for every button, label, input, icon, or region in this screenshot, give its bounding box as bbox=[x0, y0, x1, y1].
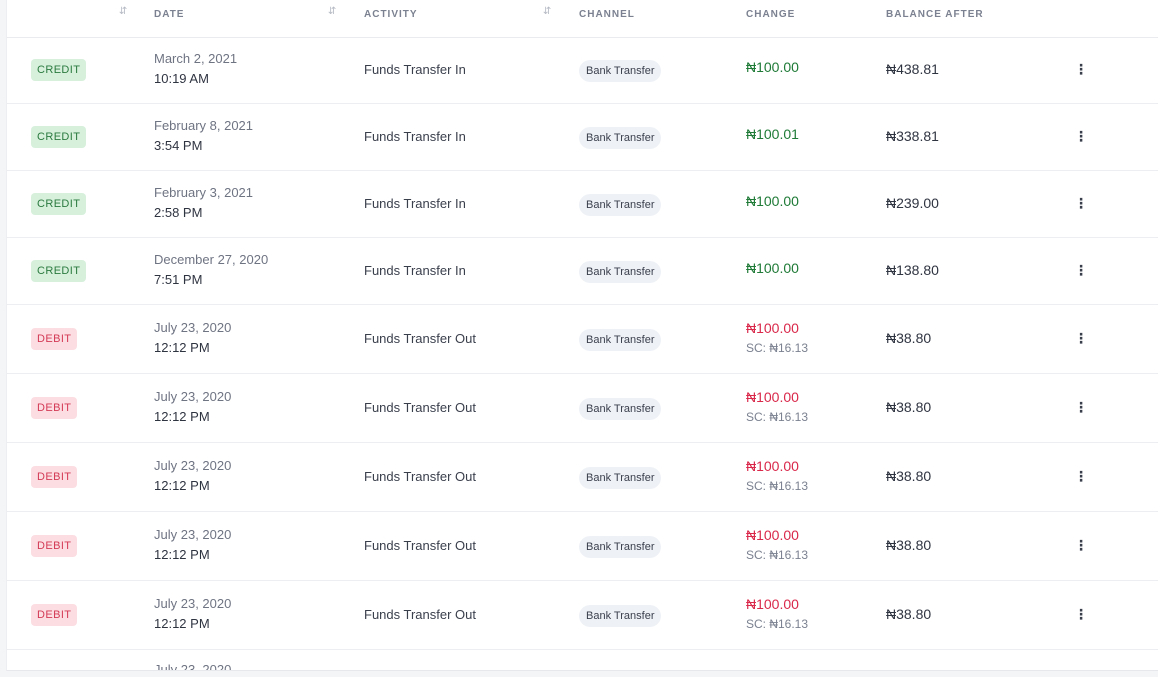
more-vertical-icon[interactable]: ⋮ bbox=[1074, 195, 1088, 211]
transaction-time: 12:12 PM bbox=[154, 340, 210, 355]
activity-label: Funds Transfer In bbox=[364, 196, 466, 211]
change-amount: ₦100.00 bbox=[746, 193, 799, 209]
transaction-time: 12:12 PM bbox=[154, 547, 210, 562]
activity-label: Funds Transfer Out bbox=[364, 538, 476, 553]
table-row[interactable]: DEBIT July 23, 2020 12:12 PM Funds Transfer… bbox=[7, 374, 1158, 443]
transaction-time: 3:54 PM bbox=[154, 138, 203, 153]
channel-chip: Bank Transfer bbox=[579, 536, 662, 558]
table-row[interactable]: CREDIT December 27, 2020 7:51 PM Funds Tran… bbox=[7, 238, 1158, 305]
activity-label: Funds Transfer Out bbox=[364, 469, 476, 484]
service-charge: SC: ₦16.13 bbox=[746, 479, 809, 493]
balance-after: ₦438.81 bbox=[886, 61, 939, 77]
service-charge: SC: ₦16.13 bbox=[746, 617, 809, 631]
header-balance-after[interactable]: BALANCE AFTER bbox=[886, 9, 984, 20]
type-badge: DEBIT bbox=[31, 328, 78, 350]
table-row[interactable]: DEBIT July 23, 2020 12:12 PM Funds Transfer… bbox=[7, 305, 1158, 374]
more-vertical-icon[interactable]: ⋮ bbox=[1074, 468, 1088, 484]
balance-after: ₦38.80 bbox=[886, 537, 932, 553]
change-amount: ₦100.00 bbox=[746, 458, 799, 474]
transaction-date: July 23, 2020 bbox=[154, 527, 232, 542]
sort-icon[interactable]: ⇵ bbox=[543, 6, 552, 17]
header-channel[interactable]: CHANNEL bbox=[579, 9, 635, 20]
type-badge: DEBIT bbox=[31, 535, 78, 557]
activity-label: Funds Transfer Out bbox=[364, 400, 476, 415]
balance-after: ₦38.80 bbox=[886, 468, 932, 484]
transaction-date: July 23, 2020 bbox=[154, 458, 232, 473]
more-vertical-icon[interactable]: ⋮ bbox=[1074, 61, 1088, 77]
channel-chip: Bank Transfer bbox=[579, 261, 662, 283]
header-date[interactable]: DATE bbox=[154, 9, 185, 20]
channel-chip: Bank Transfer bbox=[579, 605, 662, 627]
table-row[interactable]: CREDIT February 8, 2021 3:54 PM Funds Trans… bbox=[7, 104, 1158, 171]
activity-label: Funds Transfer In bbox=[364, 62, 466, 77]
transaction-date: July 23, 2020 bbox=[154, 320, 232, 335]
balance-after: ₦38.80 bbox=[886, 399, 932, 415]
type-badge: DEBIT bbox=[31, 466, 78, 488]
change-amount: ₦100.00 bbox=[746, 527, 799, 543]
type-badge: CREDIT bbox=[31, 193, 87, 215]
transaction-date: July 23, 2020 bbox=[154, 389, 232, 404]
transactions-table: ⇵ DATE ⇵ ACTIVITY ⇵ CHANNEL CHANGE BALAN… bbox=[6, 0, 1158, 671]
transaction-date: February 3, 2021 bbox=[154, 185, 254, 200]
more-vertical-icon[interactable]: ⋮ bbox=[1074, 399, 1088, 415]
type-badge: DEBIT bbox=[31, 397, 78, 419]
channel-chip: Bank Transfer bbox=[579, 398, 662, 420]
balance-after: ₦38.80 bbox=[886, 606, 932, 622]
transaction-time: 12:12 PM bbox=[154, 409, 210, 424]
change-amount: ₦100.00 bbox=[746, 59, 799, 75]
transaction-time: 12:12 PM bbox=[154, 616, 210, 631]
transaction-time: 2:58 PM bbox=[154, 205, 203, 220]
table-row[interactable]: CREDIT February 3, 2021 2:58 PM Funds Trans… bbox=[7, 171, 1158, 238]
channel-chip: Bank Transfer bbox=[579, 194, 662, 216]
change-amount: ₦100.00 bbox=[746, 389, 799, 405]
channel-chip: Bank Transfer bbox=[579, 127, 662, 149]
type-badge: CREDIT bbox=[31, 260, 87, 282]
change-amount: ₦100.01 bbox=[746, 126, 799, 142]
more-vertical-icon[interactable]: ⋮ bbox=[1074, 537, 1088, 553]
service-charge: SC: ₦16.13 bbox=[746, 410, 809, 424]
channel-chip: Bank Transfer bbox=[579, 60, 662, 82]
balance-after: ₦38.80 bbox=[886, 330, 932, 346]
transaction-date: December 27, 2020 bbox=[154, 252, 269, 267]
channel-chip: Bank Transfer bbox=[579, 329, 662, 351]
table-header: ⇵ DATE ⇵ ACTIVITY ⇵ CHANNEL CHANGE BALAN… bbox=[7, 0, 1158, 38]
activity-label: Funds Transfer Out bbox=[364, 607, 476, 622]
type-badge: CREDIT bbox=[31, 126, 87, 148]
activity-label: Funds Transfer Out bbox=[364, 331, 476, 346]
type-badge: CREDIT bbox=[31, 59, 87, 81]
transaction-time: 7:51 PM bbox=[154, 272, 203, 287]
service-charge: SC: ₦16.13 bbox=[746, 341, 809, 355]
more-vertical-icon[interactable]: ⋮ bbox=[1074, 128, 1088, 144]
transaction-date: February 8, 2021 bbox=[154, 118, 254, 133]
activity-label: Funds Transfer In bbox=[364, 129, 466, 144]
table-row[interactable]: CREDIT March 2, 2021 10:19 AM Funds Transfe… bbox=[7, 37, 1158, 104]
header-activity[interactable]: ACTIVITY bbox=[364, 9, 418, 20]
change-amount: ₦100.00 bbox=[746, 320, 799, 336]
activity-label: Funds Transfer In bbox=[364, 263, 466, 278]
transaction-date: July 23, 2020 bbox=[154, 596, 232, 611]
header-change[interactable]: CHANGE bbox=[746, 9, 796, 20]
type-badge: DEBIT bbox=[31, 604, 78, 626]
table-row[interactable]: DEBIT July 23, 2020 12:12 PM Funds Transfer… bbox=[7, 581, 1158, 650]
balance-after: ₦138.80 bbox=[886, 262, 939, 278]
transaction-date: March 2, 2021 bbox=[154, 51, 238, 66]
service-charge: SC: ₦16.13 bbox=[746, 548, 809, 562]
table-row[interactable]: DEBIT July 23, 2020 12:12 PM Funds Transfer… bbox=[7, 512, 1158, 581]
sort-icon[interactable]: ⇵ bbox=[119, 6, 128, 17]
table-row[interactable]: DEBIT July 23, 2020 12:12 PM Funds Transfer… bbox=[7, 443, 1158, 512]
sort-icon[interactable]: ⇵ bbox=[328, 6, 337, 17]
balance-after: ₦239.00 bbox=[886, 195, 939, 211]
change-amount: ₦100.00 bbox=[746, 596, 799, 612]
channel-chip: Bank Transfer bbox=[579, 467, 662, 489]
more-vertical-icon[interactable]: ⋮ bbox=[1074, 262, 1088, 278]
more-vertical-icon[interactable]: ⋮ bbox=[1074, 606, 1088, 622]
partial-row-date: July 23, 2020 bbox=[154, 662, 232, 671]
transaction-time: 12:12 PM bbox=[154, 478, 210, 493]
more-vertical-icon[interactable]: ⋮ bbox=[1074, 330, 1088, 346]
balance-after: ₦338.81 bbox=[886, 128, 939, 144]
change-amount: ₦100.00 bbox=[746, 260, 799, 276]
transaction-time: 10:19 AM bbox=[154, 71, 209, 86]
